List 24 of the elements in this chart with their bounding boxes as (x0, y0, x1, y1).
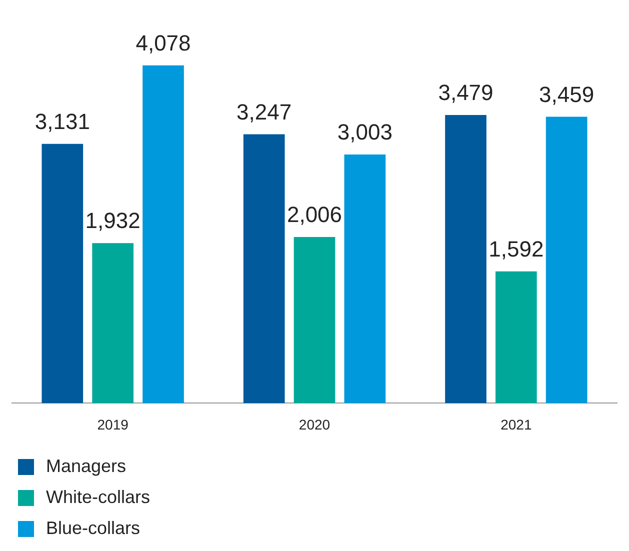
bar (344, 154, 386, 404)
bar (92, 243, 134, 404)
bar (243, 134, 285, 404)
bar (546, 116, 588, 404)
data-label: 1,932 (85, 208, 140, 234)
data-label: 1,592 (488, 236, 544, 262)
data-label: 3,131 (34, 108, 90, 134)
data-label: 3,003 (337, 120, 392, 145)
data-label: 2,006 (286, 202, 342, 228)
legend-label: White-collars (46, 487, 150, 508)
data-label: 3,479 (438, 80, 494, 106)
x-tick-label: 2020 (298, 416, 330, 432)
data-label: 3,459 (539, 82, 594, 107)
bar (495, 271, 537, 404)
bar (294, 237, 336, 404)
x-tick-label: 2019 (97, 416, 129, 432)
bar (42, 144, 84, 404)
legend-label: Managers (46, 456, 126, 477)
bar (142, 65, 184, 404)
data-label: 3,247 (236, 99, 292, 124)
legend-label: Blue-collars (46, 518, 140, 539)
x-tick-label: 2021 (500, 416, 532, 432)
data-label: 4,078 (136, 30, 191, 56)
bar (445, 115, 486, 404)
